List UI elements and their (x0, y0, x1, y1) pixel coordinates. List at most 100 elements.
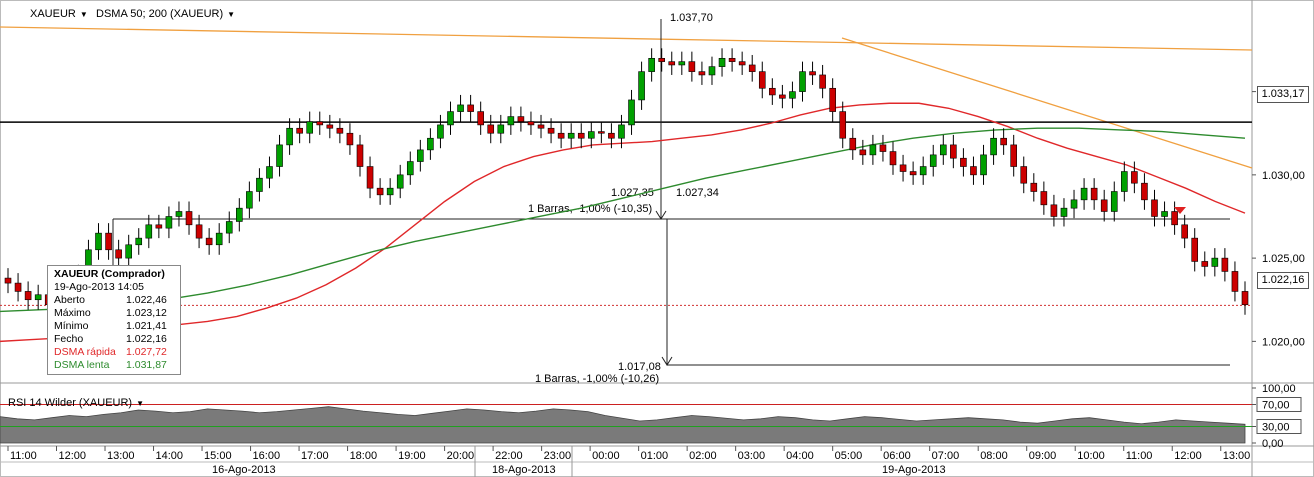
tooltip-row-value: 1.021,41 (126, 320, 167, 332)
candle-body (477, 111, 484, 126)
y-tick-label: 1.025,00 (1262, 253, 1305, 265)
arrow-head (655, 210, 667, 220)
candle-body (165, 216, 173, 229)
candle-body (668, 61, 676, 66)
candle-body (608, 132, 615, 139)
candle-body (929, 154, 937, 167)
tooltip-row-value: 1.022,16 (126, 333, 167, 345)
candle-body (547, 127, 555, 134)
candle-body (1211, 257, 1219, 267)
candle-body (437, 124, 444, 139)
candle-body (155, 224, 163, 229)
candle-body (708, 66, 716, 76)
candle-body (598, 131, 605, 134)
candle-body (296, 127, 303, 134)
y-tick-label: 1.030,00 (1262, 170, 1305, 182)
candle-body (24, 291, 32, 301)
candle-body (366, 166, 374, 189)
chevron-down-icon: ▼ (227, 10, 236, 19)
candle-body (517, 116, 525, 122)
symbol-selector[interactable]: XAUEUR ▼ (30, 8, 88, 20)
candle-body (698, 71, 706, 76)
x-tick-label: 16:00 (253, 450, 281, 462)
candle-body (1020, 166, 1028, 184)
price-label-line: 1.033,17 (1257, 86, 1309, 103)
candle-body (1231, 271, 1239, 292)
rsi-y-tick-label: 100,00 (1262, 383, 1296, 395)
candle-body (507, 116, 515, 126)
candle-body (1030, 182, 1038, 192)
candle-body (95, 232, 102, 251)
candle-body (889, 151, 897, 166)
candle-body (1080, 187, 1088, 201)
candle-body (306, 121, 314, 134)
candle-body (980, 154, 987, 176)
candle-body (758, 71, 766, 89)
tooltip-row-value: 1.027,72 (126, 346, 167, 358)
candle-body (205, 237, 213, 246)
candle-body (728, 57, 736, 62)
candle-body (125, 244, 132, 259)
candle-body (738, 61, 746, 66)
candle-body (648, 57, 655, 72)
candle-body (688, 61, 696, 72)
candle-body (588, 131, 595, 139)
candle-body (638, 71, 645, 101)
candle-body (115, 249, 122, 259)
candle-body (406, 161, 414, 176)
tooltip-row-label: Máximo (54, 307, 91, 319)
candle-body (557, 132, 565, 139)
x-tick-label: 12:00 (1174, 450, 1202, 462)
candle-body (859, 149, 867, 156)
x-tick-label: 05:00 (835, 450, 863, 462)
chevron-down-icon: ▼ (79, 10, 88, 19)
candle-body (919, 166, 927, 176)
x-tick-label: 00:00 (592, 450, 620, 462)
candle-body (386, 187, 394, 196)
candle-body (1050, 204, 1058, 217)
rsi-selector[interactable]: RSI 14 Wilder (XAUEUR) ▼ (8, 397, 144, 409)
candle-body (1201, 261, 1209, 267)
indicator-selector[interactable]: DSMA 50; 200 (XAUEUR) ▼ (96, 8, 236, 20)
x-tick-label: 08:00 (980, 450, 1008, 462)
candle-body (185, 211, 193, 226)
candle-body (195, 224, 203, 239)
candle-body (376, 187, 384, 196)
bars-label-2: 1 Barras, -1,00% (-10,26) (535, 373, 659, 385)
candle-body (266, 166, 273, 179)
trendline-top (0, 26, 1253, 51)
candle-body (225, 221, 233, 234)
candle-body (1090, 187, 1098, 201)
candle-body (990, 137, 997, 156)
candle-body (628, 99, 635, 126)
tooltip-row: DSMA rápida 1.027,72 (54, 346, 174, 359)
x-tick-label: 12:00 (59, 450, 87, 462)
x-tick-label: 09:00 (1029, 450, 1057, 462)
candle-body (336, 127, 344, 134)
candle-body (537, 124, 545, 129)
slow-ma-line (0, 127, 1246, 313)
candle-body (567, 132, 575, 139)
candle-body (618, 124, 625, 139)
x-tick-label: 11:00 (10, 450, 37, 462)
candle-body (135, 237, 143, 246)
candle-body (497, 124, 505, 134)
candle-body (1161, 211, 1168, 217)
candle-body (1141, 182, 1148, 201)
mid-left-label: 1.027,35 (611, 187, 654, 199)
x-tick-label: 23:00 (544, 450, 572, 462)
candle-body (879, 144, 887, 152)
candle-body (718, 57, 726, 67)
candle-body (1000, 137, 1007, 146)
candle-body (1151, 199, 1158, 217)
candle-body (839, 111, 847, 139)
rsi-level-box (1256, 397, 1302, 412)
candle-body (1181, 224, 1188, 239)
candle-body (286, 127, 293, 146)
candle-body (658, 57, 665, 62)
candle-body (246, 191, 253, 209)
candle-body (276, 144, 283, 167)
candle-body (457, 104, 464, 112)
candle-body (1010, 144, 1017, 167)
